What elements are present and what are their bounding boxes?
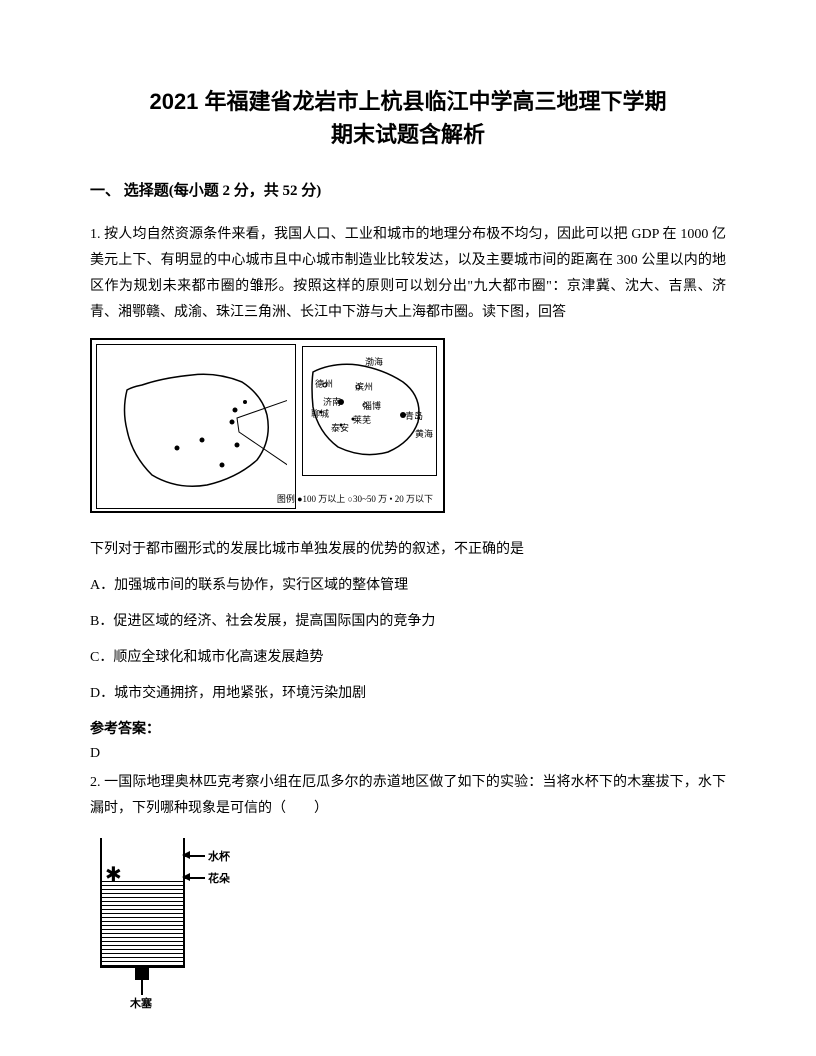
map-label-laiwu: 莱芜 xyxy=(353,413,371,426)
flower-icon: ✱ xyxy=(105,865,122,885)
option-d: D．城市交通拥挤，用地紧张，环境污染加剧 xyxy=(90,682,726,706)
question-1-prompt: 下列对于都市圈形式的发展比城市单独发展的优势的叙述，不正确的是 xyxy=(90,537,726,563)
map-label-huanghai: 黄海 xyxy=(415,427,433,440)
water-fill xyxy=(102,878,183,966)
section-1-header: 一、 选择题(每小题 2 分，共 52 分) xyxy=(90,179,726,200)
option-b: B．促进区域的经济、社会发展，提高国际国内的竞争力 xyxy=(90,610,726,634)
stopper-line xyxy=(141,980,143,995)
label-stopper: 木塞 xyxy=(130,995,152,1011)
map-label-binzhou: 滨州 xyxy=(355,380,373,393)
option-c: C．顺应全球化和城市化高速发展趋势 xyxy=(90,646,726,670)
label-cup: 水杯 xyxy=(208,848,230,864)
arrowhead-1 xyxy=(182,851,190,859)
map-label-liaocheng: 聊城 xyxy=(311,407,329,420)
answer-value: D xyxy=(90,746,726,762)
cup-experiment-figure: ✱ 水杯 花朵 木塞 xyxy=(90,833,250,1003)
map-label-bohai: 渤海 xyxy=(365,355,383,368)
exam-title: 2021 年福建省龙岩市上杭县临江中学高三地理下学期 期末试题含解析 xyxy=(90,85,726,151)
title-line-1: 2021 年福建省龙岩市上杭县临江中学高三地理下学期 xyxy=(149,89,666,114)
map-figure: 渤海 德州 滨州 济南 淄博 莱芜 泰安 聊城 青岛 黄海 图例 ●100 万以… xyxy=(90,338,726,513)
stopper xyxy=(135,968,149,980)
shandong-detail-map: 渤海 德州 滨州 济南 淄博 莱芜 泰安 聊城 青岛 黄海 xyxy=(302,346,437,476)
map-label-qingdao: 青岛 xyxy=(405,409,423,422)
map-label-taian: 泰安 xyxy=(331,421,349,434)
map-legend: 图例 ●100 万以上 ○30~50 万 • 20 万以下 xyxy=(277,492,433,505)
option-a: A．加强城市间的联系与协作，实行区域的整体管理 xyxy=(90,574,726,598)
map-label-dezhou: 德州 xyxy=(315,377,333,390)
china-map-outline xyxy=(96,344,296,509)
label-flower: 花朵 xyxy=(208,870,230,886)
arrowhead-2 xyxy=(182,873,190,881)
answer-label: 参考答案： xyxy=(90,718,726,738)
question-2-text: 2. 一国际地理奥林匹克考察小组在厄瓜多尔的赤道地区做了如下的实验：当将水杯下的… xyxy=(90,770,726,822)
question-1-text: 1. 按人均自然资源条件来看，我国人口、工业和城市的地理分布极不均匀，因此可以把… xyxy=(90,222,726,326)
title-line-2: 期末试题含解析 xyxy=(331,122,485,147)
map-label-zibo: 淄博 xyxy=(363,399,381,412)
